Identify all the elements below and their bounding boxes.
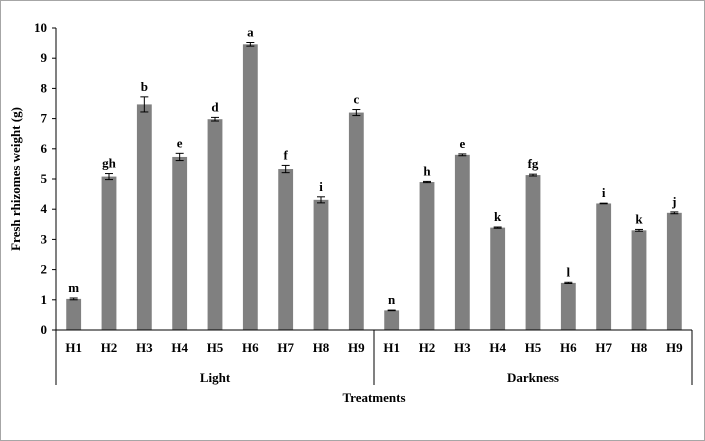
x-tick-label: H8	[631, 340, 648, 355]
significance-letter: b	[141, 79, 148, 94]
significance-letters: m gh b e d a f i c n h e k fg l i k j	[68, 24, 676, 307]
significance-letter: e	[459, 136, 465, 151]
y-tick-label: 6	[41, 141, 48, 156]
y-tick-label: 5	[41, 171, 48, 186]
significance-letter: k	[635, 211, 643, 226]
significance-letter: l	[567, 264, 571, 279]
y-tick-label: 9	[41, 50, 48, 65]
x-tick-label: H9	[666, 340, 683, 355]
x-axis-title: Treatments	[342, 390, 405, 405]
bar	[66, 299, 81, 330]
significance-letter: i	[319, 179, 323, 194]
bars	[66, 44, 682, 330]
x-tick-label: H6	[560, 340, 577, 355]
bar	[526, 175, 541, 330]
significance-letter: f	[283, 147, 288, 162]
significance-letter: h	[423, 163, 431, 178]
error-bars	[70, 42, 679, 310]
significance-letter: a	[247, 24, 254, 39]
y-tick-label: 3	[41, 231, 48, 246]
bar	[561, 283, 576, 330]
x-tick-label: H4	[489, 340, 506, 355]
significance-letter: i	[602, 185, 606, 200]
x-tick-label: H8	[313, 340, 330, 355]
significance-letter: gh	[102, 156, 117, 171]
significance-letter: fg	[528, 156, 539, 171]
bar	[490, 228, 505, 330]
y-tick-label: 7	[41, 111, 48, 126]
y-tick-label: 10	[34, 20, 47, 35]
y-tick-label: 4	[41, 201, 48, 216]
y-tick-label: 1	[41, 292, 48, 307]
bar	[102, 177, 117, 330]
bar	[384, 310, 399, 330]
x-axis-groups: Light Darkness	[56, 330, 692, 385]
x-tick-label: H3	[136, 340, 153, 355]
x-tick-label: H2	[419, 340, 436, 355]
significance-letter: d	[211, 99, 219, 114]
bar	[208, 119, 223, 330]
bar	[455, 155, 470, 330]
x-tick-label: H7	[277, 340, 294, 355]
x-tick-label: H1	[383, 340, 400, 355]
x-tick-label: H2	[101, 340, 118, 355]
y-tick-label: 8	[41, 80, 48, 95]
bar	[278, 169, 293, 330]
significance-letter: m	[68, 280, 79, 295]
x-tick-label: H5	[525, 340, 542, 355]
bar	[172, 157, 187, 330]
bar	[243, 44, 258, 330]
bar	[314, 200, 329, 330]
y-axis-title: Fresh rhizomes weight (g)	[8, 107, 23, 251]
significance-letter: n	[388, 292, 396, 307]
y-axis-ticks: 0 1 2 3 4 5 6 7 8 9 10	[34, 20, 56, 337]
significance-letter: j	[671, 194, 676, 209]
bar	[667, 213, 682, 330]
y-tick-label: 0	[41, 322, 48, 337]
x-tick-label: H9	[348, 340, 365, 355]
x-tick-label: H4	[171, 340, 188, 355]
significance-letter: e	[177, 135, 183, 150]
y-tick-label: 2	[41, 262, 48, 277]
bar	[349, 113, 364, 330]
bar	[596, 203, 611, 330]
x-tick-label: H1	[65, 340, 82, 355]
group-label: Darkness	[507, 370, 559, 385]
bar	[420, 182, 435, 330]
group-label: Light	[200, 370, 231, 385]
x-tick-label: H7	[595, 340, 612, 355]
bar	[632, 230, 647, 330]
significance-letter: c	[353, 92, 359, 107]
x-tick-label: H5	[207, 340, 224, 355]
x-tick-label: H6	[242, 340, 259, 355]
significance-letter: k	[494, 209, 502, 224]
x-tick-label: H3	[454, 340, 471, 355]
bar	[137, 104, 152, 330]
